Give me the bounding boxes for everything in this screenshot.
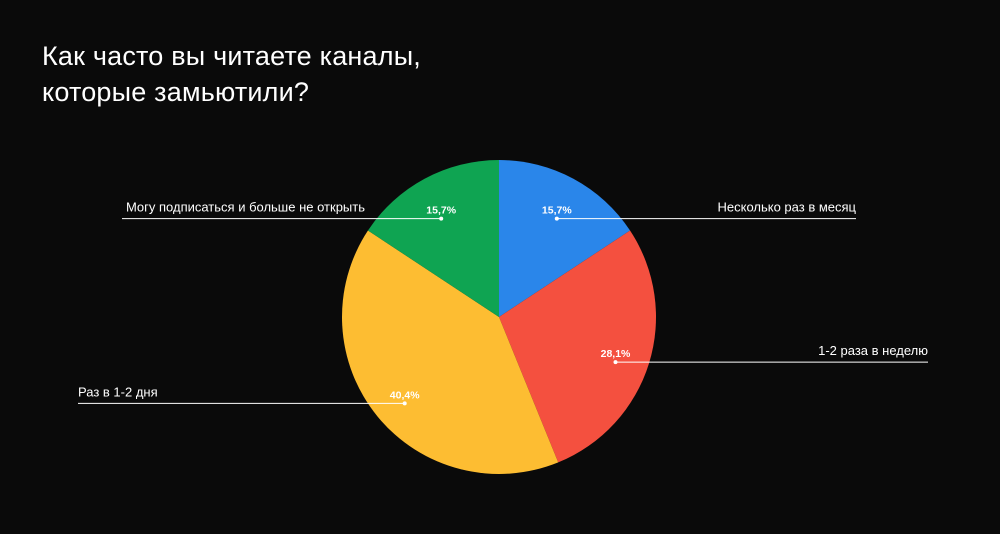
slice-percent-label: 40,4%	[390, 389, 420, 401]
chart-title-line-1: Как часто вы читаете каналы,	[42, 41, 422, 71]
pie-callouts: Несколько раз в месяц 1-2 раза в неделю Ра…	[78, 200, 928, 406]
callout-label: Раз в 1-2 дня	[78, 384, 158, 399]
callout-dot	[439, 216, 444, 221]
callout-label: Несколько раз в месяц	[718, 200, 857, 215]
pie-percent-labels: 15,7% 28,1% 40,4% 15,7%	[390, 205, 631, 402]
slice-percent-label: 15,7%	[542, 205, 572, 217]
callout-label: Могу подписаться и больше не открыть	[126, 200, 365, 215]
callout-dot	[554, 216, 559, 221]
chart-title: Как часто вы читаете каналы, которые зам…	[42, 38, 562, 110]
slice-percent-label: 15,7%	[426, 205, 456, 217]
pie-slices	[341, 160, 657, 474]
callout-dot	[402, 401, 407, 406]
callout-label: 1-2 раза в неделю	[818, 343, 928, 358]
pie-slice	[499, 160, 631, 317]
callout-dot	[613, 360, 618, 365]
chart-title-line-2: которые замьютили?	[42, 77, 310, 107]
slice-percent-label: 28,1%	[601, 348, 631, 360]
pie-slice	[341, 230, 559, 474]
pie-slice	[367, 160, 499, 317]
pie-slice	[499, 230, 657, 463]
